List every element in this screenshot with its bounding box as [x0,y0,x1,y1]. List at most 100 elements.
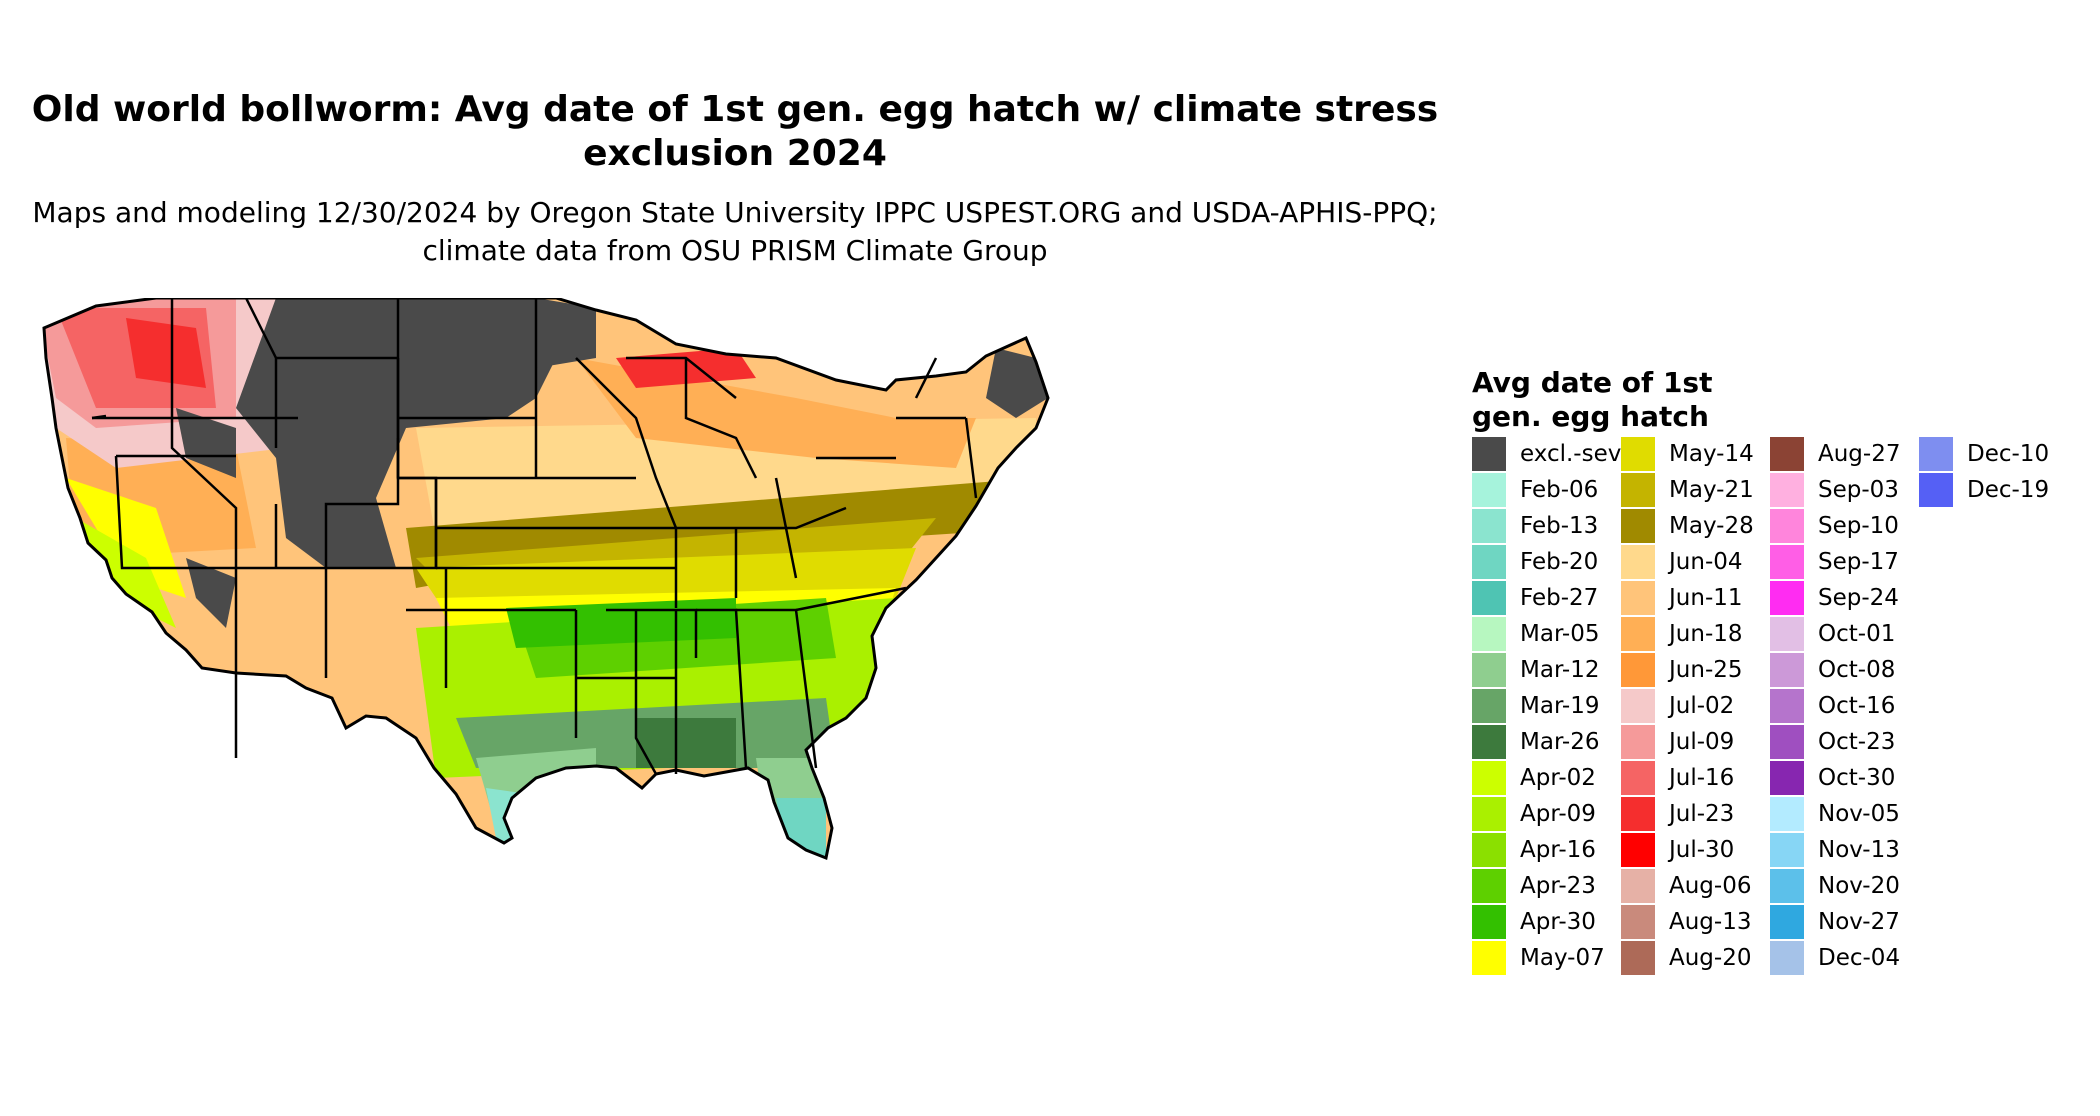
map-zone [186,558,236,628]
legend-item: Aug-13 [1621,904,1770,940]
legend-label: Jun-18 [1669,621,1743,647]
map-zone [486,788,556,858]
legend-item: May-21 [1621,472,1770,508]
legend-swatch [1919,437,1953,471]
legend-label: May-28 [1669,513,1754,539]
legend-column: Dec-10 Dec-19 [1919,436,2068,976]
legend-label: Sep-17 [1818,549,1899,575]
legend-label: Aug-06 [1669,873,1752,899]
legend-swatch [1770,617,1804,651]
legend-label: Aug-20 [1669,945,1752,971]
map-zone [236,298,556,568]
legend-label: Feb-20 [1520,549,1599,575]
legend-label: Aug-27 [1818,441,1901,467]
legend-item: May-14 [1621,436,1770,472]
legend-label: Oct-08 [1818,657,1896,683]
legend-item: Jul-30 [1621,832,1770,868]
legend-label: Sep-03 [1818,477,1899,503]
legend-swatch [1770,437,1804,471]
legend-label: Sep-24 [1818,585,1899,611]
legend-label: Apr-30 [1520,909,1596,935]
legend-swatch [1472,941,1506,975]
map-zone [536,298,596,368]
legend-item: Feb-20 [1472,544,1621,580]
legend-label: Sep-10 [1818,513,1899,539]
legend-swatch [1472,437,1506,471]
legend-column: May-14 May-21 May-28 Jun-04 Jun-11 Jun-18 Jun-… [1621,436,1770,976]
legend-swatch [1621,653,1655,687]
legend-swatch [1472,509,1506,543]
map-subtitle: Maps and modeling 12/30/2024 by Oregon S… [32,196,1438,267]
legend-item: Jul-02 [1621,688,1770,724]
legend-label: excl.-sev. [1520,441,1627,467]
legend-swatch [1472,545,1506,579]
legend-item: Mar-12 [1472,652,1621,688]
legend-swatch [1621,545,1655,579]
legend-label: Jul-09 [1669,729,1735,755]
legend-label: Mar-12 [1520,657,1600,683]
map-zone [176,408,236,478]
legend-swatch [1472,725,1506,759]
legend-label: Nov-13 [1818,837,1900,863]
legend-item: Mar-05 [1472,616,1621,652]
legend-swatch [1770,473,1804,507]
legend-label: Mar-26 [1520,729,1600,755]
legend-item: Sep-17 [1770,544,1919,580]
legend-item: Nov-20 [1770,868,1919,904]
legend-swatch [1770,689,1804,723]
legend-item: Apr-30 [1472,904,1621,940]
legend-item: Sep-24 [1770,580,1919,616]
legend-title: Avg date of 1st gen. egg hatch [1472,366,1732,434]
map-zone [986,348,1048,418]
legend-label: Oct-16 [1818,693,1896,719]
legend-swatch [1770,581,1804,615]
legend-label: May-21 [1669,477,1754,503]
legend-item: excl.-sev. [1472,436,1627,472]
legend-item: Nov-13 [1770,832,1919,868]
legend-label: Oct-01 [1818,621,1896,647]
legend-swatch [1621,869,1655,903]
legend-swatch [1621,581,1655,615]
legend-swatch [1472,869,1506,903]
legend-item: Sep-10 [1770,508,1919,544]
legend-column: excl.-sev. Feb-06 Feb-13 Feb-20 Feb-27 Mar-05… [1472,436,1627,976]
legend-swatch [1770,797,1804,831]
legend-label: Mar-05 [1520,621,1600,647]
legend-swatch [1621,689,1655,723]
legend-label: Aug-13 [1669,909,1752,935]
legend-label: Jul-16 [1669,765,1735,791]
legend-swatch [1621,473,1655,507]
legend-item: Oct-23 [1770,724,1919,760]
legend-swatch [1770,905,1804,939]
legend-label: Apr-02 [1520,765,1596,791]
legend-swatch [1770,833,1804,867]
map-zone [126,318,206,388]
legend-item: Sep-03 [1770,472,1919,508]
legend-swatch [1621,905,1655,939]
legend-item: Nov-05 [1770,796,1919,832]
legend-swatch [1621,617,1655,651]
legend-label: Feb-13 [1520,513,1599,539]
legend-label: May-14 [1669,441,1754,467]
legend-item: Aug-20 [1621,940,1770,976]
legend-label: Feb-06 [1520,477,1599,503]
legend-swatch [1621,437,1655,471]
legend-swatch [1472,617,1506,651]
legend-swatch [1621,761,1655,795]
legend-label: Jun-11 [1669,585,1743,611]
legend-item: Nov-27 [1770,904,1919,940]
legend-label: Oct-30 [1818,765,1896,791]
legend-item: Oct-01 [1770,616,1919,652]
legend-item: Feb-06 [1472,472,1621,508]
legend-label: Apr-09 [1520,801,1596,827]
legend-label: Feb-27 [1520,585,1599,611]
legend-item: Oct-08 [1770,652,1919,688]
legend-swatch [1472,473,1506,507]
legend-item: Apr-09 [1472,796,1621,832]
legend: excl.-sev. Feb-06 Feb-13 Feb-20 Feb-27 Mar-05… [1472,436,2068,976]
legend-item: Jun-25 [1621,652,1770,688]
legend-item: Jul-16 [1621,760,1770,796]
legend-swatch [1770,653,1804,687]
legend-swatch [1472,761,1506,795]
legend-item: May-28 [1621,508,1770,544]
